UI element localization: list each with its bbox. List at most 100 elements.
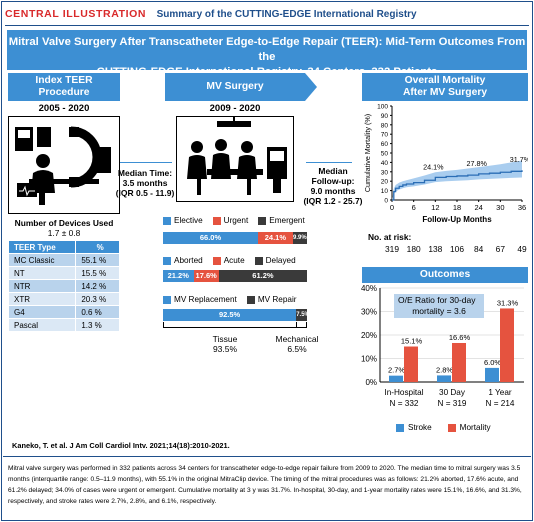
bar-value-label: 2.7% [388, 366, 405, 375]
emergent-swatch [258, 216, 267, 225]
urgency-segment: 9.9% [292, 232, 307, 244]
teer-header-pct: % [75, 240, 120, 254]
mortality-swatch [447, 423, 456, 432]
teer-type-cell: Pascal [7, 318, 77, 332]
group-label: 30 Day [439, 388, 466, 397]
table-row: Pascal 1.3 % [7, 318, 120, 332]
at-risk-row: 319 180 138 106 84 67 49 [362, 244, 528, 256]
stroke-swatch [396, 423, 404, 432]
oe-ratio-line-2: mortality = 3.6 [412, 306, 466, 316]
followup-text: Median Follow-up: 9.0 months (IQR 1.2 - … [300, 166, 366, 206]
legend-mortality: Mortality [459, 423, 491, 432]
mv-surgery-picture [176, 116, 294, 202]
x-axis-label: Follow-Up Months [422, 215, 492, 224]
teer-pct-cell: 14.2 % [75, 279, 120, 293]
at-risk-value: 319 [385, 244, 399, 254]
stroke-bar [389, 375, 403, 382]
at-risk-value: 67 [495, 244, 505, 254]
mv-surgery-years: 2009 - 2020 [209, 103, 261, 114]
mortality-km-chart: 0 10 20 30 40 50 60 70 80 90 100 0 6 12 18 24 30 36 24.1% 2… [363, 104, 528, 225]
group-n-label: N = 319 [438, 399, 467, 408]
header-subtitle: Summary of the CUTTING-EDGE Internationa… [156, 9, 417, 20]
confidence-band [392, 160, 522, 200]
median-time-line-1: Median Time: [117, 168, 173, 178]
aborted-swatch [163, 256, 171, 265]
delayed-swatch [254, 256, 263, 265]
caption-divider [3, 456, 531, 457]
y-tick-label: 30 [381, 169, 389, 176]
outcomes-bar-chart: 0% 10% 20% 30% 40% 2.7% 15.1% In-Hospital N = 33… [361, 284, 524, 408]
followup-line-1: Median [318, 166, 348, 176]
legend-mv-replacement: MV Replacement [174, 295, 237, 304]
legend-delayed: Delayed [265, 256, 296, 265]
x-tick-label: 12 [431, 203, 439, 212]
type-legend: MV Replacement MV Repair [163, 295, 297, 304]
oe-ratio-box: O/E Ratio for 30-day mortality = 3.6 [394, 294, 484, 318]
y-tick-label: 50 [381, 151, 389, 158]
title-banner: Mitral Valve Surgery After Transcatheter… [7, 30, 527, 78]
at-risk-value: 180 [406, 244, 421, 254]
teer-type-cell: NT [7, 266, 77, 280]
table-row: G4 0.6 % [7, 305, 120, 319]
surgery-team-icon [187, 117, 287, 195]
median-time-line-2: 3.5 months [122, 178, 168, 188]
bar-value-label: 6.0% [484, 358, 501, 367]
oe-ratio-line-1: O/E Ratio for 30-day [398, 295, 476, 305]
bar-value-label: 2.8% [436, 365, 453, 374]
tissue-label-block: Tissue 93.5% [190, 334, 260, 354]
group-label: 1 Year [488, 388, 511, 397]
central-illustration-label: CENTRAL ILLUSTRATION [5, 8, 147, 20]
table-row: NT 15.5 % [7, 266, 120, 280]
at-risk-value: 84 [473, 244, 484, 254]
timing-segment: 21.2% [163, 270, 194, 282]
mechanical-value: 6.5% [287, 344, 307, 354]
legend-elective: Elective [174, 216, 203, 225]
teer-table-header: TEER Type % [7, 240, 120, 254]
index-teer-years: 2005 - 2020 [38, 103, 90, 114]
index-teer-header: Index TEER Procedure [8, 73, 120, 101]
teer-procedure-icon [15, 126, 111, 205]
y-tick-label: 40 [381, 160, 389, 167]
timing-legend: Aborted Acute Delayed [163, 256, 296, 265]
mechanical-label: Mechanical [275, 334, 319, 344]
followup-line-4: (IQR 1.2 - 25.7) [303, 196, 363, 206]
legend-urgent: Urgent [223, 216, 249, 225]
index-teer-title-2: Procedure [38, 87, 90, 98]
mv-surgery-header: MV Surgery [165, 73, 317, 101]
legend-acute: Acute [223, 256, 245, 265]
x-tick-label: 18 [453, 203, 461, 212]
teer-type-cell: MC Classic [7, 253, 77, 267]
at-risk-value: 106 [450, 244, 464, 254]
teer-header-type: TEER Type [7, 240, 77, 254]
acute-swatch [212, 256, 221, 265]
at-risk-label: No. at risk: [368, 232, 412, 242]
x-tick-label: 24 [474, 203, 482, 212]
mortality-title-1: Overall Mortality [404, 75, 486, 86]
urgency-segment: 66.0% [163, 232, 259, 244]
y-tick-label: 60 [381, 141, 389, 148]
table-row: NTR 14.2 % [7, 279, 120, 293]
teer-pct-cell: 20.3 % [75, 292, 120, 306]
teer-pct-cell: 1.3 % [75, 318, 120, 332]
header-divider [5, 25, 529, 26]
mortality-line [392, 170, 523, 201]
legend-emergent: Emergent [269, 216, 305, 225]
y-tick-label: 10% [361, 355, 377, 364]
header: CENTRAL ILLUSTRATION Summary of the CUTT… [5, 4, 529, 24]
followup-arrow [306, 162, 352, 163]
legend-mv-repair: MV Repair [257, 295, 297, 304]
y-tick-label: 80 [381, 122, 389, 129]
timing-segment: 17.6% [193, 270, 219, 282]
x-tick-label: 36 [518, 203, 526, 212]
legend-stroke: Stroke [408, 423, 432, 432]
teer-pct-cell: 15.5 % [75, 266, 120, 280]
at-risk-value: 49 [517, 244, 527, 254]
stroke-bar [437, 375, 451, 382]
teer-type-cell: XTR [7, 292, 77, 306]
tissue-bracket [163, 322, 297, 328]
at-risk-value: 138 [428, 244, 443, 254]
group-label: In-Hospital [384, 388, 423, 397]
stroke-bar [485, 367, 499, 382]
type-segment: 92.5% [163, 309, 297, 321]
y-tick-label: 10 [381, 188, 389, 195]
